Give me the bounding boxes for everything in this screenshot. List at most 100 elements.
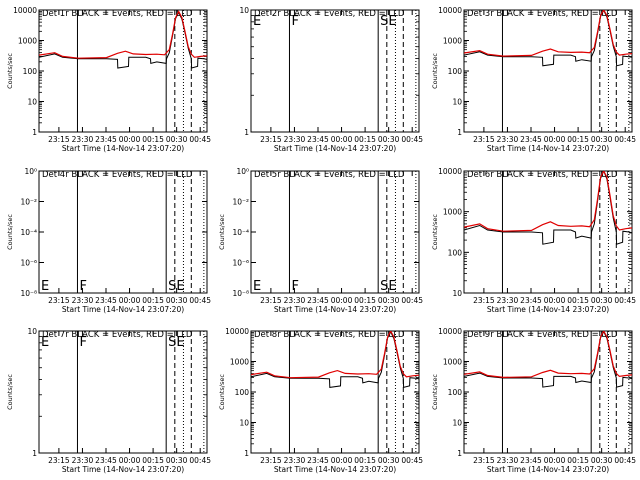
y-axis-label: Counts/sec [218,214,226,250]
x-tick-label: 23:45 [520,456,542,465]
y-tick-label: 10 [452,98,462,107]
y-tick-label: 10 [27,98,37,107]
y-tick-label: 100 [448,67,463,76]
series-events-line [464,10,632,67]
plot-frame [250,170,420,294]
y-tick-label: 10 [239,6,249,15]
plot-frame [38,170,208,294]
y-tick-label: 10000 [438,6,462,15]
x-tick-label: 00:30 [591,135,613,144]
chart-title: Det 7r BLACK = Events, RED = LLD [42,330,193,340]
x-tick-label: 00:45 [189,296,211,305]
panel-det-6: Det 6r BLACK = Events, RED = LLD 10 100 100… [431,167,636,314]
region-label-e: E [253,14,261,29]
x-tick-label: 00:00 [544,135,566,144]
y-tick-label: 10⁰ [24,167,37,176]
x-tick-label: 00:45 [401,296,423,305]
x-tick-label: 23:45 [520,296,542,305]
x-tick-label: 23:15 [48,296,70,305]
x-tick-label: 00:15 [354,135,376,144]
x-tick-label: 00:45 [401,456,423,465]
plot-frame [463,330,633,454]
x-tick-label: 00:00 [119,135,141,144]
panel-det-4: Det 4r BLACK = Events, RED = LLD 10⁻⁸ 10⁻⁶… [6,167,211,314]
x-axis-label: Start Time (14-Nov-14 23:07:20) [274,144,396,153]
y-tick-label: 10000 [438,327,462,336]
x-tick-label: 00:00 [331,296,353,305]
x-tick-label: 00:45 [614,456,636,465]
x-tick-label: 23:15 [473,296,495,305]
x-axis-label: Start Time (14-Nov-14 23:07:20) [487,465,609,474]
region-label-f: F [79,279,86,294]
chart-title: Det 1r BLACK = Events, RED = LLD [42,9,193,19]
x-tick-label: 23:15 [48,135,70,144]
panel-det-8: Det 8r BLACK = Events, RED = LLD 1 10 100 10… [218,327,423,474]
x-axis-label: Start Time (14-Nov-14 23:07:20) [274,305,396,314]
x-tick-label: 23:45 [95,296,117,305]
y-tick-label: 1 [457,128,462,137]
y-tick-label: 10⁻² [20,198,37,207]
x-tick-label: 23:30 [497,135,519,144]
y-axis-label: Counts/sec [6,214,14,250]
y-tick-label: 1 [457,449,462,458]
plot-frame [250,330,420,454]
x-tick-label: 00:30 [166,296,188,305]
y-axis-label: Counts/sec [431,214,439,250]
x-tick-label: 00:45 [189,456,211,465]
region-label-f: F [291,14,298,29]
chart-title: Det 8r BLACK = Events, RED = LLD [254,330,405,340]
y-axis-label: Counts/sec [6,53,14,89]
y-tick-label: 10000 [13,6,37,15]
x-tick-label: 23:15 [260,135,282,144]
x-axis-label: Start Time (14-Nov-14 23:07:20) [62,305,184,314]
series-events-line [464,331,632,388]
x-axis-label: Start Time (14-Nov-14 23:07:20) [487,144,609,153]
panel-det-3: Det 3r BLACK = Events, RED = LLD 1 10 100 10… [431,6,636,153]
x-tick-label: 00:30 [166,135,188,144]
x-tick-label: 23:30 [284,456,306,465]
chart-title: Det 5r BLACK = Events, RED = LLD [254,170,405,180]
x-tick-label: 00:00 [544,456,566,465]
y-tick-label: 100 [448,388,463,397]
y-tick-label: 10000 [438,167,462,176]
chart-title: Det 2r BLACK = Events, RED = LLD [254,9,405,19]
x-axis-label: Start Time (14-Nov-14 23:07:20) [487,305,609,314]
x-tick-label: 00:30 [378,296,400,305]
x-tick-label: 23:45 [307,135,329,144]
x-axis-label: Start Time (14-Nov-14 23:07:20) [274,465,396,474]
y-tick-label: 1000 [443,358,462,367]
x-tick-label: 00:15 [142,296,164,305]
y-tick-label: 1000 [443,37,462,46]
plot-frame [38,9,208,133]
y-tick-label: 10⁻² [232,198,249,207]
x-axis-label: Start Time (14-Nov-14 23:07:20) [62,465,184,474]
region-label-f: F [79,335,86,350]
x-tick-label: 23:15 [473,135,495,144]
plot-frame [250,9,420,133]
y-tick-label: 1 [32,128,37,137]
y-tick-label: 10⁻⁴ [20,228,37,237]
panel-det-1: Det 1r BLACK = Events, RED = LLD 1 10 100 10… [6,6,211,153]
y-tick-label: 1000 [18,37,37,46]
y-tick-label: 100 [23,67,38,76]
x-tick-label: 23:15 [48,456,70,465]
x-tick-label: 00:00 [119,456,141,465]
region-label-se: SE [168,335,184,350]
x-tick-label: 00:15 [354,456,376,465]
y-axis-label: Counts/sec [218,374,226,410]
x-tick-label: 00:00 [331,135,353,144]
y-tick-label: 1 [244,128,249,137]
series-lld-line [464,10,632,57]
region-label-se: SE [168,279,184,294]
y-axis-label: Counts/sec [431,53,439,89]
x-tick-label: 23:15 [260,456,282,465]
y-tick-label: 10000 [225,327,249,336]
panel-det-2: Det 2r BLACK = Events, RED = LLD 1 10 23:15… [239,6,423,153]
panel-det-5: Det 5r BLACK = Events, RED = LLD 10⁻⁸ 10⁻⁶… [218,167,423,314]
x-tick-label: 23:15 [260,296,282,305]
region-label-se: SE [380,279,396,294]
plot-frame [463,9,633,133]
x-tick-label: 00:45 [614,296,636,305]
chart-title: Det 6r BLACK = Events, RED = LLD [467,170,618,180]
